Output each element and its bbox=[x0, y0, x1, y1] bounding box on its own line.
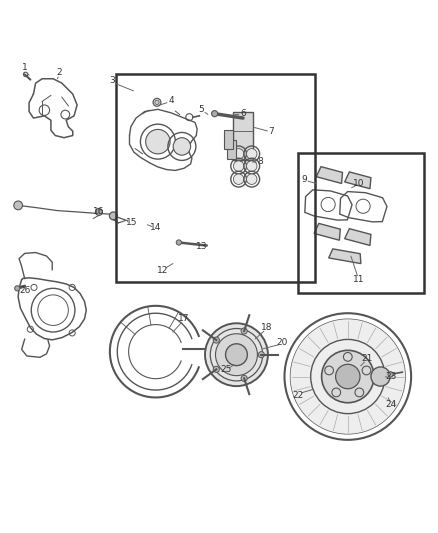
Text: 10: 10 bbox=[353, 179, 364, 188]
Bar bbox=[227, 140, 236, 159]
Text: 20: 20 bbox=[277, 338, 288, 348]
Circle shape bbox=[205, 323, 268, 386]
Circle shape bbox=[226, 344, 247, 366]
Polygon shape bbox=[345, 229, 371, 246]
Circle shape bbox=[241, 328, 247, 334]
Text: 5: 5 bbox=[199, 105, 205, 114]
Text: 17: 17 bbox=[178, 314, 190, 324]
Polygon shape bbox=[314, 223, 340, 240]
Circle shape bbox=[290, 319, 406, 434]
Text: 21: 21 bbox=[362, 354, 373, 362]
Circle shape bbox=[371, 367, 390, 386]
Text: 24: 24 bbox=[386, 400, 397, 408]
Text: 14: 14 bbox=[150, 223, 161, 232]
Circle shape bbox=[110, 212, 117, 220]
Circle shape bbox=[95, 208, 102, 215]
Circle shape bbox=[176, 240, 181, 245]
Circle shape bbox=[213, 366, 219, 373]
Text: 11: 11 bbox=[353, 275, 364, 284]
Bar bbox=[224, 130, 233, 149]
Bar bbox=[117, 75, 315, 282]
Text: 22: 22 bbox=[292, 391, 303, 400]
Circle shape bbox=[233, 149, 244, 159]
Circle shape bbox=[388, 372, 393, 377]
Text: 18: 18 bbox=[261, 323, 273, 332]
Bar bbox=[233, 111, 253, 159]
Circle shape bbox=[233, 174, 244, 184]
Text: 16: 16 bbox=[93, 207, 105, 216]
Text: 26: 26 bbox=[19, 286, 30, 295]
Circle shape bbox=[258, 352, 265, 358]
Circle shape bbox=[14, 286, 20, 291]
Circle shape bbox=[233, 161, 244, 171]
Circle shape bbox=[173, 138, 191, 155]
Circle shape bbox=[336, 364, 360, 389]
Polygon shape bbox=[328, 249, 361, 264]
Circle shape bbox=[155, 100, 159, 104]
Text: 8: 8 bbox=[258, 157, 263, 166]
Text: 9: 9 bbox=[301, 175, 307, 184]
Circle shape bbox=[212, 111, 218, 117]
Text: 3: 3 bbox=[109, 76, 115, 85]
Circle shape bbox=[14, 201, 22, 210]
Circle shape bbox=[247, 174, 257, 184]
Bar bbox=[297, 153, 424, 293]
Text: 23: 23 bbox=[386, 372, 397, 381]
Text: 4: 4 bbox=[168, 96, 174, 105]
Polygon shape bbox=[345, 172, 371, 189]
Text: 2: 2 bbox=[57, 68, 63, 77]
Circle shape bbox=[215, 334, 258, 376]
Text: 12: 12 bbox=[156, 266, 168, 276]
Circle shape bbox=[321, 350, 374, 403]
Text: 1: 1 bbox=[22, 63, 28, 72]
Circle shape bbox=[247, 161, 257, 171]
Text: 6: 6 bbox=[240, 109, 246, 118]
Text: 15: 15 bbox=[126, 219, 138, 228]
Circle shape bbox=[213, 337, 219, 343]
Circle shape bbox=[247, 149, 257, 159]
Text: 13: 13 bbox=[196, 243, 207, 252]
Circle shape bbox=[146, 130, 170, 154]
Circle shape bbox=[241, 375, 247, 382]
Text: 7: 7 bbox=[268, 127, 274, 136]
Polygon shape bbox=[316, 167, 343, 183]
Text: 25: 25 bbox=[220, 365, 231, 374]
